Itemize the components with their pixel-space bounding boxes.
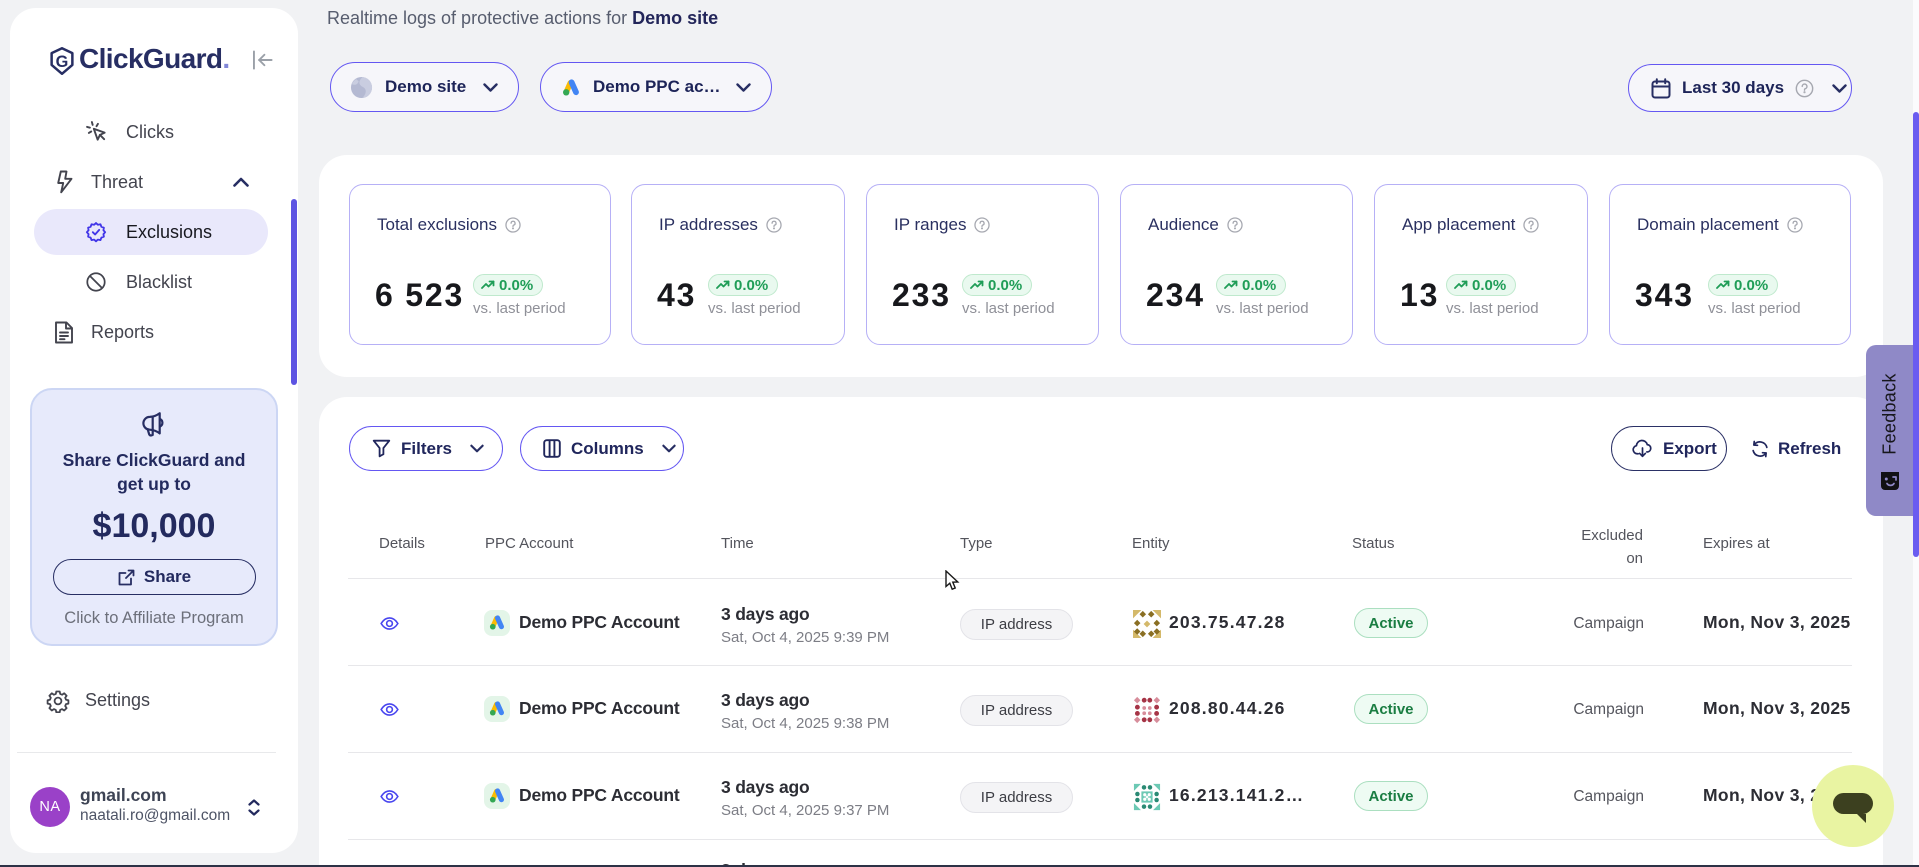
svg-text:G: G: [56, 53, 69, 71]
